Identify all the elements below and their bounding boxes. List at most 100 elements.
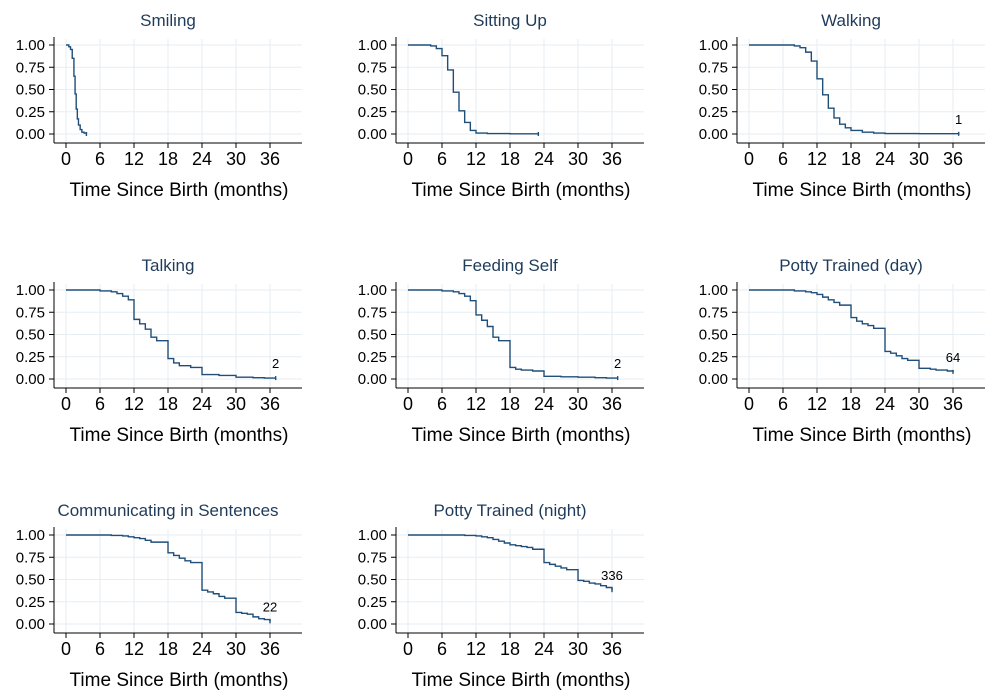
x-tick-label: 12 bbox=[124, 149, 144, 169]
y-tick-label: 0.75 bbox=[699, 304, 728, 321]
x-tick-label: 36 bbox=[260, 394, 280, 414]
survival-curve bbox=[408, 534, 613, 591]
x-tick-label: 6 bbox=[437, 149, 447, 169]
y-tick-label: 0.50 bbox=[699, 82, 728, 99]
x-tick-label: 12 bbox=[466, 149, 486, 169]
x-tick-label: 6 bbox=[95, 639, 105, 659]
y-tick-label: 0.75 bbox=[358, 304, 387, 321]
x-tick-label: 30 bbox=[909, 149, 929, 169]
x-tick-label: 36 bbox=[602, 639, 622, 659]
y-tick-label: 0.75 bbox=[699, 59, 728, 76]
x-tick-label: 0 bbox=[61, 394, 71, 414]
x-tick-label: 6 bbox=[437, 394, 447, 414]
x-axis-label: Time Since Birth (months) bbox=[412, 180, 631, 201]
y-tick-label: 0.00 bbox=[699, 371, 728, 388]
y-tick-label: 0.50 bbox=[358, 327, 387, 344]
x-tick-label: 24 bbox=[534, 639, 554, 659]
y-tick-label: 0.00 bbox=[358, 126, 387, 143]
x-tick-label: 24 bbox=[192, 394, 212, 414]
panel-title: Communicating in Sentences bbox=[57, 501, 278, 520]
x-tick-label: 0 bbox=[403, 149, 413, 169]
x-tick-label: 36 bbox=[260, 639, 280, 659]
x-tick-label: 12 bbox=[807, 394, 827, 414]
risk-count-annotation: 336 bbox=[601, 568, 623, 583]
x-axis-label: Time Since Birth (months) bbox=[70, 670, 289, 691]
x-tick-label: 12 bbox=[124, 639, 144, 659]
x-tick-label: 0 bbox=[744, 394, 754, 414]
y-tick-label: 0.50 bbox=[358, 572, 387, 589]
survival-curve bbox=[66, 534, 271, 622]
x-tick-label: 30 bbox=[226, 394, 246, 414]
x-tick-label: 12 bbox=[466, 639, 486, 659]
x-tick-label: 18 bbox=[841, 149, 861, 169]
x-tick-label: 36 bbox=[602, 149, 622, 169]
x-tick-label: 6 bbox=[95, 394, 105, 414]
y-tick-label: 1.00 bbox=[699, 37, 728, 54]
y-tick-label: 0.25 bbox=[358, 349, 387, 366]
y-tick-label: 0.25 bbox=[699, 104, 728, 121]
risk-count-annotation: 64 bbox=[946, 350, 960, 365]
risk-count-annotation: 2 bbox=[614, 356, 621, 371]
x-tick-label: 6 bbox=[778, 149, 788, 169]
y-tick-label: 0.25 bbox=[699, 349, 728, 366]
x-tick-label: 30 bbox=[568, 639, 588, 659]
x-tick-label: 36 bbox=[602, 394, 622, 414]
survival-curve bbox=[408, 44, 540, 135]
y-tick-label: 0.25 bbox=[358, 594, 387, 611]
y-tick-label: 0.50 bbox=[699, 327, 728, 344]
x-tick-label: 24 bbox=[192, 149, 212, 169]
y-tick-label: 0.25 bbox=[358, 104, 387, 121]
panel-title: Smiling bbox=[140, 11, 196, 30]
survival-curve bbox=[66, 44, 88, 134]
risk-count-annotation: 2 bbox=[272, 356, 279, 371]
x-tick-label: 30 bbox=[226, 639, 246, 659]
x-tick-label: 18 bbox=[500, 149, 520, 169]
x-tick-label: 6 bbox=[778, 394, 788, 414]
x-tick-label: 30 bbox=[568, 149, 588, 169]
risk-count-annotation: 1 bbox=[955, 112, 962, 127]
y-tick-label: 0.00 bbox=[16, 126, 45, 143]
x-tick-label: 18 bbox=[500, 394, 520, 414]
y-tick-label: 1.00 bbox=[358, 282, 387, 299]
y-tick-label: 1.00 bbox=[16, 37, 45, 54]
x-tick-label: 36 bbox=[260, 149, 280, 169]
x-axis-label: Time Since Birth (months) bbox=[753, 425, 972, 446]
x-tick-label: 0 bbox=[403, 394, 413, 414]
x-tick-label: 36 bbox=[943, 149, 963, 169]
x-tick-label: 18 bbox=[841, 394, 861, 414]
y-tick-label: 0.75 bbox=[358, 59, 387, 76]
x-axis-label: Time Since Birth (months) bbox=[412, 670, 631, 691]
x-tick-label: 18 bbox=[158, 639, 178, 659]
x-tick-label: 0 bbox=[61, 149, 71, 169]
x-axis-label: Time Since Birth (months) bbox=[412, 425, 631, 446]
x-tick-label: 12 bbox=[807, 149, 827, 169]
x-tick-label: 0 bbox=[744, 149, 754, 169]
x-tick-label: 0 bbox=[403, 639, 413, 659]
x-axis-label: Time Since Birth (months) bbox=[753, 180, 972, 201]
x-tick-label: 36 bbox=[943, 394, 963, 414]
y-tick-label: 1.00 bbox=[358, 527, 387, 544]
x-tick-label: 0 bbox=[61, 639, 71, 659]
x-tick-label: 18 bbox=[158, 394, 178, 414]
x-tick-label: 24 bbox=[875, 149, 895, 169]
y-tick-label: 0.50 bbox=[16, 572, 45, 589]
x-axis-label: Time Since Birth (months) bbox=[70, 180, 289, 201]
y-tick-label: 0.00 bbox=[16, 616, 45, 633]
x-tick-label: 6 bbox=[437, 639, 447, 659]
y-tick-label: 0.25 bbox=[16, 349, 45, 366]
y-tick-label: 0.75 bbox=[358, 549, 387, 566]
risk-count-annotation: 22 bbox=[263, 599, 277, 614]
survival-curve bbox=[749, 289, 954, 372]
panel-title: Potty Trained (day) bbox=[779, 256, 923, 275]
x-tick-label: 24 bbox=[192, 639, 212, 659]
survival-curve bbox=[66, 289, 276, 379]
x-tick-label: 24 bbox=[534, 149, 554, 169]
panel-title: Talking bbox=[142, 256, 195, 275]
x-axis-label: Time Since Birth (months) bbox=[70, 425, 289, 446]
y-tick-label: 0.00 bbox=[16, 371, 45, 388]
y-tick-label: 0.00 bbox=[358, 616, 387, 633]
survival-curve bbox=[749, 44, 960, 135]
panel-title: Feeding Self bbox=[462, 256, 558, 275]
panel-title: Sitting Up bbox=[473, 11, 547, 30]
